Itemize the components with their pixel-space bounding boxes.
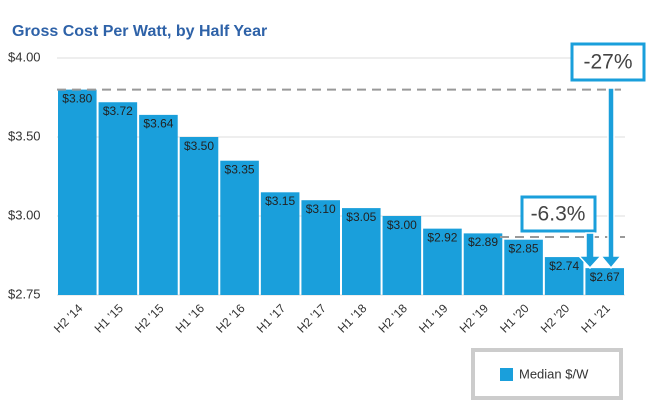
x-tick-label: H2 ’19 (457, 301, 492, 336)
value-label: $2.67 (590, 270, 620, 284)
value-label: $3.72 (103, 104, 133, 118)
x-tick-label: H1 ’18 (335, 301, 370, 336)
bar (342, 208, 381, 295)
value-label: $3.64 (143, 117, 173, 131)
x-tick-label: H2 ’18 (376, 301, 411, 336)
value-label: $2.74 (549, 259, 579, 273)
x-tick-label: H2 ’14 (51, 301, 86, 336)
annotation: -6.3% (531, 203, 586, 226)
bar (463, 233, 503, 295)
x-tick-label: H2 ’20 (538, 301, 573, 336)
value-label: $3.10 (306, 202, 336, 216)
bar (585, 268, 624, 295)
value-label: $3.35 (225, 162, 255, 176)
bar (423, 228, 462, 295)
bar (544, 257, 584, 295)
x-tick-label: H1 ’21 (578, 301, 613, 336)
annotation-box (520, 195, 597, 233)
bar (220, 160, 259, 295)
value-label: $3.15 (265, 194, 295, 208)
y-tick-label: $2.75 (8, 286, 41, 301)
x-tick-label: H1 ’16 (173, 301, 208, 336)
bar (98, 102, 138, 296)
value-label: $2.89 (468, 235, 498, 249)
value-label: $2.92 (427, 230, 457, 244)
bar (179, 137, 219, 295)
value-label: $3.00 (387, 218, 417, 232)
bar (260, 192, 300, 295)
bar (504, 239, 543, 295)
bar (301, 200, 340, 295)
x-tick-label: H1 ’17 (254, 301, 289, 336)
bar (139, 114, 178, 295)
value-label: $3.50 (184, 139, 214, 153)
bar (58, 89, 97, 295)
x-tick-label: H1 ’20 (497, 301, 532, 336)
x-tick-label: H2 ’15 (132, 301, 167, 336)
annotation: -27% (583, 51, 632, 74)
x-tick-label: H2 ’17 (294, 301, 329, 336)
legend (471, 348, 623, 400)
y-tick-label: $4.00 (8, 49, 41, 64)
chart-title: Gross Cost Per Watt, by Half Year (12, 23, 267, 40)
value-label: $3.05 (346, 210, 376, 224)
annotation-box (570, 42, 646, 82)
arrow (599, 87, 623, 270)
y-tick-label: $3.50 (8, 128, 41, 143)
value-label: $3.80 (62, 91, 92, 105)
arrow (577, 232, 603, 270)
legend-label: Median $/W (519, 366, 589, 381)
x-tick-label: H2 ’16 (213, 301, 248, 336)
legend-swatch (500, 368, 513, 381)
x-tick-label: H1 ’15 (92, 301, 127, 336)
x-tick-label: H1 ’19 (416, 301, 451, 336)
y-tick-label: $3.00 (8, 207, 41, 222)
bar (382, 216, 422, 295)
value-label: $2.85 (509, 241, 539, 255)
